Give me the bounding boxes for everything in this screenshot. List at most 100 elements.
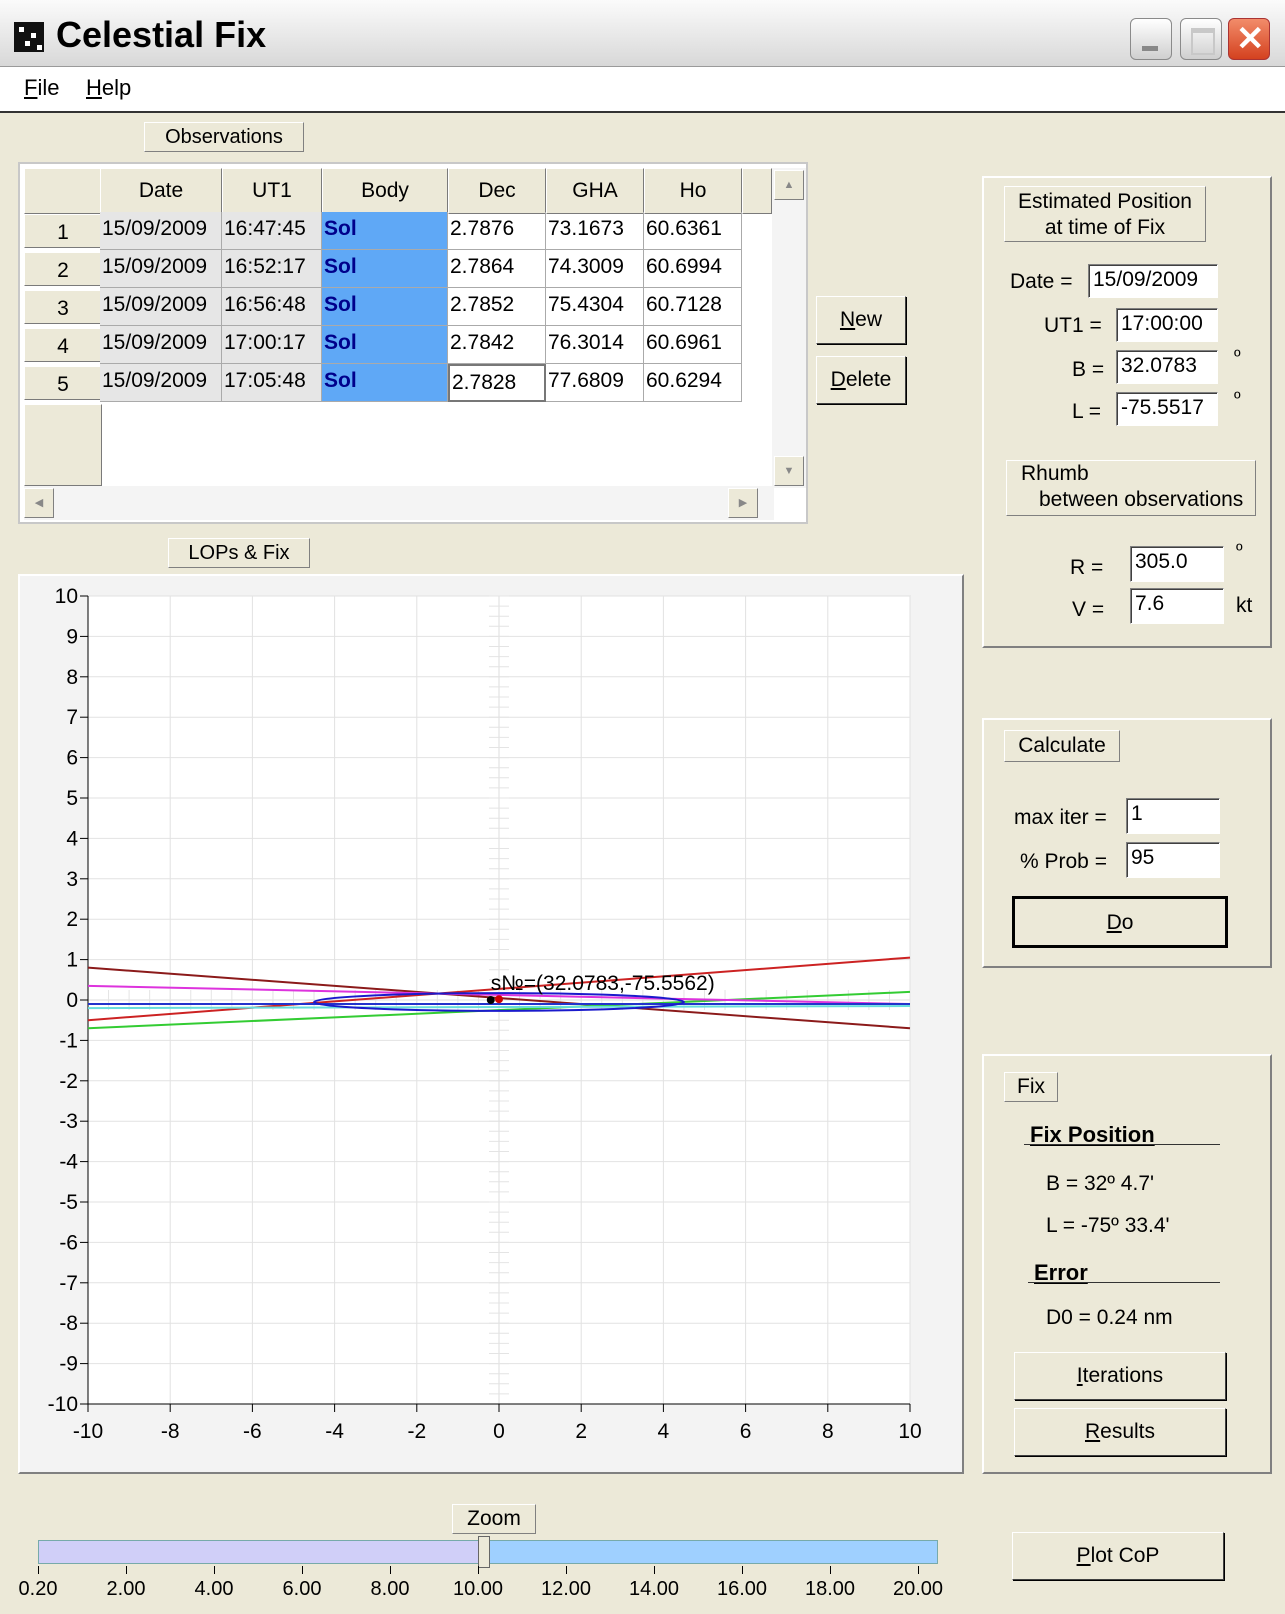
max-iter-label: max iter =: [1014, 806, 1107, 829]
cell-gha[interactable]: 75.4304: [546, 288, 644, 326]
zoom-tick: [38, 1566, 39, 1574]
cell-dec[interactable]: 2.7876: [448, 212, 546, 250]
cell-dec-focused[interactable]: 2.7828: [448, 364, 546, 402]
vertical-scrollbar[interactable]: ▲ ▼: [772, 168, 806, 488]
ut1-field[interactable]: 17:00:00: [1116, 308, 1218, 342]
cell-body[interactable]: Sol: [322, 212, 448, 250]
y-tick-label: -6: [59, 1231, 78, 1254]
cell-dec[interactable]: 2.7852: [448, 288, 546, 326]
new-button[interactable]: New: [816, 296, 906, 344]
cell-gha[interactable]: 73.1673: [546, 212, 644, 250]
zoom-thumb[interactable]: [477, 1536, 490, 1568]
col-header-ho[interactable]: Ho: [644, 168, 742, 214]
cell-body[interactable]: Sol: [322, 288, 448, 326]
do-button[interactable]: Do: [1012, 896, 1228, 948]
scroll-down-icon[interactable]: ▼: [774, 456, 804, 486]
col-header-date[interactable]: Date: [100, 168, 222, 214]
zoom-slider[interactable]: 0.20 2.00 4.00 6.00 8.00 10.00 12.00 14.00 16.00…: [19, 1536, 943, 1610]
plot-cop-label: lot CoP: [1090, 1544, 1160, 1567]
window-title: Celestial Fix: [56, 14, 267, 55]
cell-dec[interactable]: 2.7842: [448, 326, 546, 364]
cell-ho[interactable]: 60.6994: [644, 250, 742, 288]
y-tick-label: -5: [59, 1191, 78, 1214]
cell-date[interactable]: 15/09/2009: [100, 326, 222, 364]
scroll-right-icon[interactable]: ▶: [728, 488, 758, 518]
menu-bar: File Help: [0, 67, 1285, 113]
ut1-label: UT1 =: [1044, 314, 1102, 337]
lop-line-5: [87, 1005, 911, 1010]
delete-button[interactable]: Delete: [816, 356, 906, 404]
x-tick-label: 8: [822, 1420, 834, 1443]
row-header[interactable]: 3: [24, 290, 102, 324]
plot-cop-button[interactable]: Plot CoP: [1012, 1532, 1224, 1580]
cell-ho[interactable]: 60.6361: [644, 212, 742, 250]
cell-date[interactable]: 15/09/2009: [100, 288, 222, 326]
title-bar[interactable]: Celestial Fix ✕: [0, 0, 1285, 67]
cell-date[interactable]: 15/09/2009: [100, 250, 222, 288]
col-header-gha[interactable]: GHA: [546, 168, 644, 214]
cell-date[interactable]: 15/09/2009: [100, 364, 222, 402]
cell-ut1[interactable]: 16:47:45: [222, 212, 322, 250]
menu-file[interactable]: File: [24, 75, 59, 101]
cell-ho[interactable]: 60.6961: [644, 326, 742, 364]
cell-gha[interactable]: 76.3014: [546, 326, 644, 364]
row-header[interactable]: 2: [24, 252, 102, 286]
row-header[interactable]: 4: [24, 328, 102, 362]
cell-ut1[interactable]: 16:56:48: [222, 288, 322, 326]
zoom-tick: [654, 1566, 655, 1574]
minimize-button[interactable]: [1130, 18, 1172, 60]
v-field[interactable]: 7.6: [1130, 588, 1224, 624]
y-tick-label: 1: [66, 949, 78, 972]
confidence-ellipse: [313, 992, 685, 1012]
b-field[interactable]: 32.0783: [1116, 350, 1218, 384]
iterations-button[interactable]: Iterations: [1014, 1352, 1226, 1400]
cell-body[interactable]: Sol: [322, 250, 448, 288]
maximize-button[interactable]: [1180, 18, 1222, 60]
cell-body[interactable]: Sol: [322, 326, 448, 364]
zoom-tick: [478, 1566, 479, 1574]
horizontal-scrollbar[interactable]: ◀ ▶: [24, 486, 774, 520]
scroll-up-icon[interactable]: ▲: [774, 170, 804, 200]
calculate-label: Calculate: [1004, 730, 1120, 762]
cell-gha[interactable]: 74.3009: [546, 250, 644, 288]
cell-ho[interactable]: 60.7128: [644, 288, 742, 326]
date-field[interactable]: 15/09/2009: [1088, 264, 1218, 298]
fix-position-separator: [1024, 1144, 1220, 1145]
observations-table[interactable]: Date UT1 Body Dec GHA Ho 1 15/09/2009 16…: [18, 162, 808, 524]
row-header[interactable]: 1: [24, 214, 102, 248]
cell-body[interactable]: Sol: [322, 364, 448, 402]
cell-ut1[interactable]: 16:52:17: [222, 250, 322, 288]
results-button[interactable]: Results: [1014, 1408, 1226, 1456]
row-header-empty[interactable]: [24, 404, 102, 486]
col-header-ut1[interactable]: UT1: [222, 168, 322, 214]
cell-ut1[interactable]: 17:00:17: [222, 326, 322, 364]
zoom-label: Zoom: [452, 1504, 536, 1534]
x-tick-label: -8: [161, 1420, 180, 1443]
x-tick-label: -10: [73, 1420, 103, 1443]
close-button[interactable]: ✕: [1228, 18, 1270, 60]
new-accel: N: [839, 308, 856, 331]
col-header-dec[interactable]: Dec: [448, 168, 546, 214]
row-header[interactable]: 5: [24, 366, 102, 400]
y-tick-label: 7: [66, 706, 78, 729]
cell-dec[interactable]: 2.7864: [448, 250, 546, 288]
x-tick-label: 10: [898, 1420, 921, 1443]
cell-date[interactable]: 15/09/2009: [100, 212, 222, 250]
col-header-body[interactable]: Body: [322, 168, 448, 214]
lop-line-1: [87, 956, 911, 1022]
cell-gha[interactable]: 77.6809: [546, 364, 644, 402]
cell-ut1[interactable]: 17:05:48: [222, 364, 322, 402]
max-iter-field[interactable]: 1: [1126, 798, 1220, 834]
estimated-position-line2: at time of Fix: [1044, 216, 1166, 239]
lops-chart[interactable]: -10 -8 -6 -4 -2 0 2 4 6 8 10109876543210-1-2-3-4-5…: [20, 576, 962, 1472]
prob-field[interactable]: 95: [1126, 842, 1220, 878]
cell-ho[interactable]: 60.6294: [644, 364, 742, 402]
zoom-tick-label: 12.00: [540, 1578, 592, 1600]
scroll-left-icon[interactable]: ◀: [24, 488, 54, 518]
y-tick-label: 10: [55, 585, 78, 608]
d0-text: D0 = 0.24 nm: [1046, 1306, 1173, 1329]
menu-help[interactable]: Help: [86, 75, 131, 101]
close-icon: ✕: [1236, 20, 1265, 58]
r-field[interactable]: 305.0: [1130, 546, 1224, 582]
l-field[interactable]: -75.5517: [1116, 392, 1218, 426]
